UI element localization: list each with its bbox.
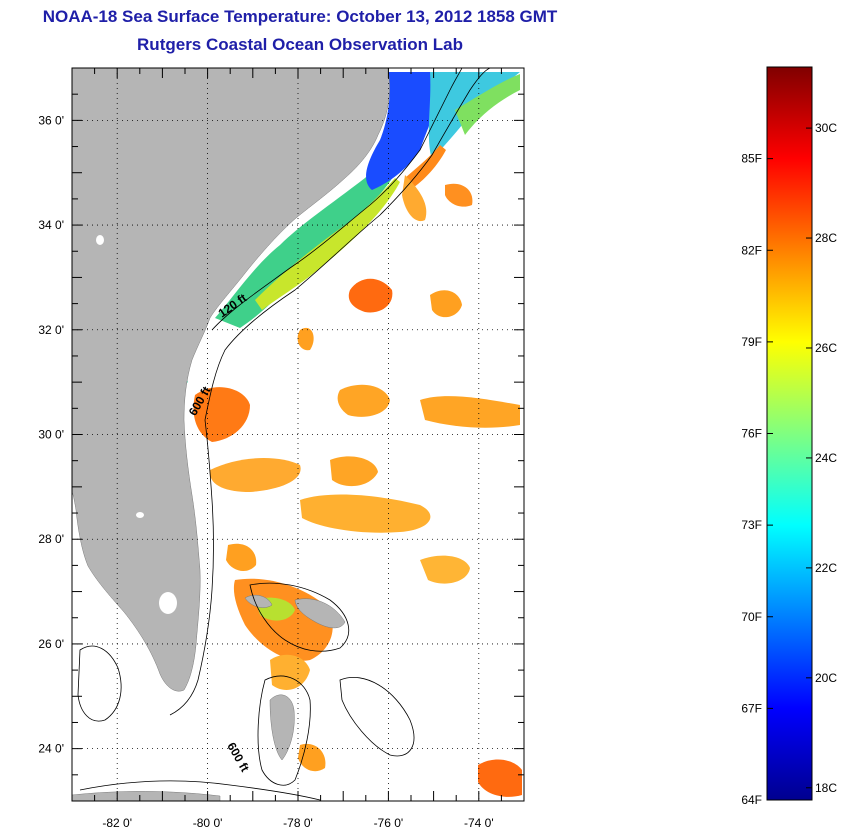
- contour-keys: [77, 645, 122, 722]
- sst-warm-patch-1: [348, 278, 393, 313]
- y-tick-label: 34 0': [38, 218, 64, 232]
- colorbar-f-label: 79F: [741, 335, 762, 349]
- sst-north-green: [455, 74, 520, 135]
- y-tick-label: 24 0': [38, 742, 64, 756]
- lakes: [96, 235, 177, 614]
- contour-cuba: [79, 780, 321, 801]
- colorbar-c-label: 20C: [815, 671, 837, 685]
- bahamas-andros: [269, 694, 295, 761]
- sst-cold-water-north: [366, 72, 441, 190]
- map-frame: [71, 67, 525, 802]
- sst-gulfstream-edge: [405, 145, 446, 190]
- sst-warm-patch-2: [430, 290, 462, 318]
- colorbar-fahrenheit-labels: 85F 82F 79F 76F 73F 70F 67F 64F: [741, 152, 762, 807]
- colorbar: [766, 66, 813, 801]
- map-grid: [72, 68, 524, 801]
- sst-warm-patch-7: [209, 458, 301, 492]
- sst-warm-patch-16: [402, 175, 427, 222]
- sst-coastal-band: [215, 120, 415, 328]
- sst-warm-patch-17: [445, 183, 473, 207]
- y-tick-label: 36 0': [38, 113, 64, 127]
- y-tick-label: 26 0': [38, 637, 64, 651]
- sst-warm-patch-3: [297, 327, 314, 351]
- sst-warm-patch-10: [226, 543, 257, 572]
- bahamas-abaco: [294, 598, 346, 629]
- colorbar-celsius-labels: 30C 28C 26C 24C 22C 20C 18C: [815, 121, 837, 795]
- sst-warm-patch-13: [270, 654, 310, 690]
- map-title: NOAA-18 Sea Surface Temperature: October…: [42, 7, 558, 26]
- x-tick-label: -76 0': [374, 816, 404, 830]
- y-tick-label: 30 0': [38, 428, 64, 442]
- y-tick-labels: 36 0' 34 0' 32 0' 30 0' 28 0' 26 0' 24 0': [38, 113, 64, 755]
- lake-okeechobee: [159, 592, 177, 614]
- sst-nearshore-yellow: [255, 178, 400, 310]
- contour-bahamas-1: [249, 582, 349, 652]
- x-tick-label: -82 0': [102, 816, 132, 830]
- lake-2: [136, 512, 144, 518]
- colorbar-c-label: 26C: [815, 341, 837, 355]
- colorbar-f-label: 67F: [741, 701, 762, 715]
- colorbar-c-label: 28C: [815, 231, 837, 245]
- y-tick-label: 28 0': [38, 532, 64, 546]
- contour-bahamas-2: [257, 675, 311, 786]
- map-subtitle: Rutgers Coastal Ocean Observation Lab: [137, 35, 463, 54]
- sst-warm-patch-9: [300, 494, 431, 533]
- colorbar-f-label: 85F: [741, 152, 762, 166]
- contour-600ft: [204, 68, 491, 421]
- sst-warm-patch-6: [420, 396, 520, 428]
- sst-warm-patch-15: [478, 759, 522, 797]
- us-mainland: [72, 68, 390, 692]
- sst-warm-patch-12: [420, 555, 470, 584]
- contour-600ft-south: [169, 419, 214, 716]
- colorbar-f-label: 82F: [741, 243, 762, 257]
- x-tick-label: -74 0': [464, 816, 494, 830]
- sst-warm-patch-8: [330, 456, 378, 487]
- colorbar-f-label: 64F: [741, 793, 762, 807]
- x-tick-labels: -82 0' -80 0' -78 0' -76 0' -74 0': [102, 816, 493, 830]
- colorbar-f-label: 73F: [741, 518, 762, 532]
- bahamas-grand-bahama: [244, 594, 273, 608]
- colorbar-f-label: 76F: [741, 427, 762, 441]
- sst-warm-patch-5: [337, 384, 390, 417]
- bathymetry-contours: [77, 68, 491, 801]
- contour-120ft: [211, 68, 463, 331]
- sst-north-cyan: [428, 72, 520, 160]
- land: [72, 68, 390, 801]
- y-tick-label: 32 0': [38, 323, 64, 337]
- lake-3: [96, 235, 104, 245]
- colorbar-c-label: 22C: [815, 561, 837, 575]
- x-tick-label: -80 0': [193, 816, 223, 830]
- colorbar-c-label: 24C: [815, 451, 837, 465]
- contour-bahamas-3: [339, 677, 415, 757]
- colorbar-f-label: 70F: [741, 610, 762, 624]
- colorbar-ticks: [767, 127, 812, 801]
- colorbar-c-label: 18C: [815, 781, 837, 795]
- colorbar-c-label: 30C: [815, 121, 837, 135]
- x-tick-label: -78 0': [283, 816, 313, 830]
